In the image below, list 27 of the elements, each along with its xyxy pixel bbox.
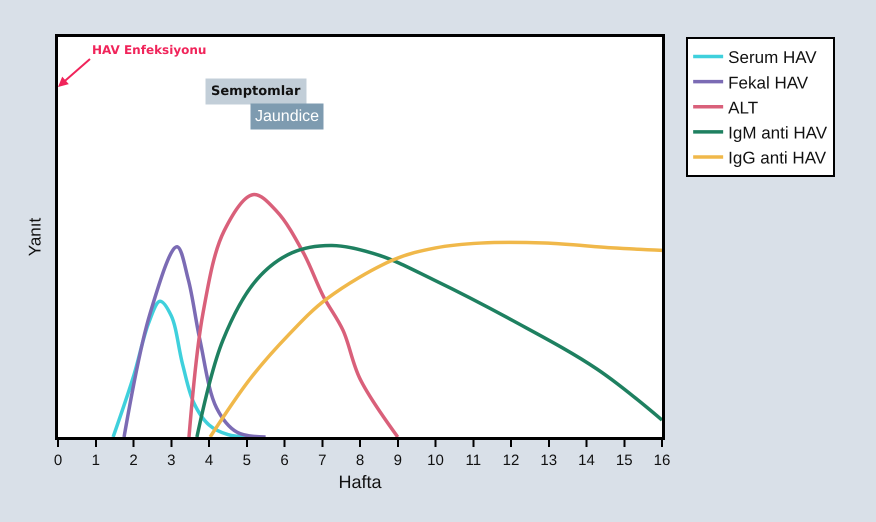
x-tick-label: 15: [616, 452, 633, 469]
x-tick-label: 5: [242, 452, 251, 469]
x-tick-label: 6: [280, 452, 289, 469]
legend-label: Serum HAV: [728, 48, 818, 68]
text: Jaundice: [255, 108, 320, 125]
x-tick-label: 10: [427, 452, 444, 469]
x-tick-label: 0: [54, 452, 62, 469]
text: HAV Enfeksiyonu: [92, 43, 206, 57]
x-tick-label: 14: [578, 452, 595, 469]
x-tick-label: 3: [167, 452, 176, 469]
x-tick-label: 12: [502, 452, 520, 469]
y-axis-title: Yanıt: [26, 218, 45, 256]
x-tick-label: 2: [129, 452, 138, 469]
x-tick-label: 4: [204, 452, 214, 469]
legend-label: ALT: [728, 98, 758, 118]
legend-label: IgM anti HAV: [728, 123, 828, 142]
x-tick-label: 11: [465, 452, 482, 469]
x-tick-label: 7: [318, 452, 326, 469]
x-axis-title: Hafta: [338, 472, 382, 492]
legend-label: IgG anti HAV: [728, 148, 827, 168]
x-tick-label: 9: [394, 452, 402, 469]
x-tick-label: 13: [540, 452, 558, 469]
x-tick-label: 16: [654, 452, 670, 469]
legend-label: Fekal HAV: [728, 73, 809, 92]
x-tick-label: 1: [92, 452, 100, 469]
x-tick-label: 8: [356, 452, 364, 469]
text: Semptomlar: [211, 84, 301, 99]
